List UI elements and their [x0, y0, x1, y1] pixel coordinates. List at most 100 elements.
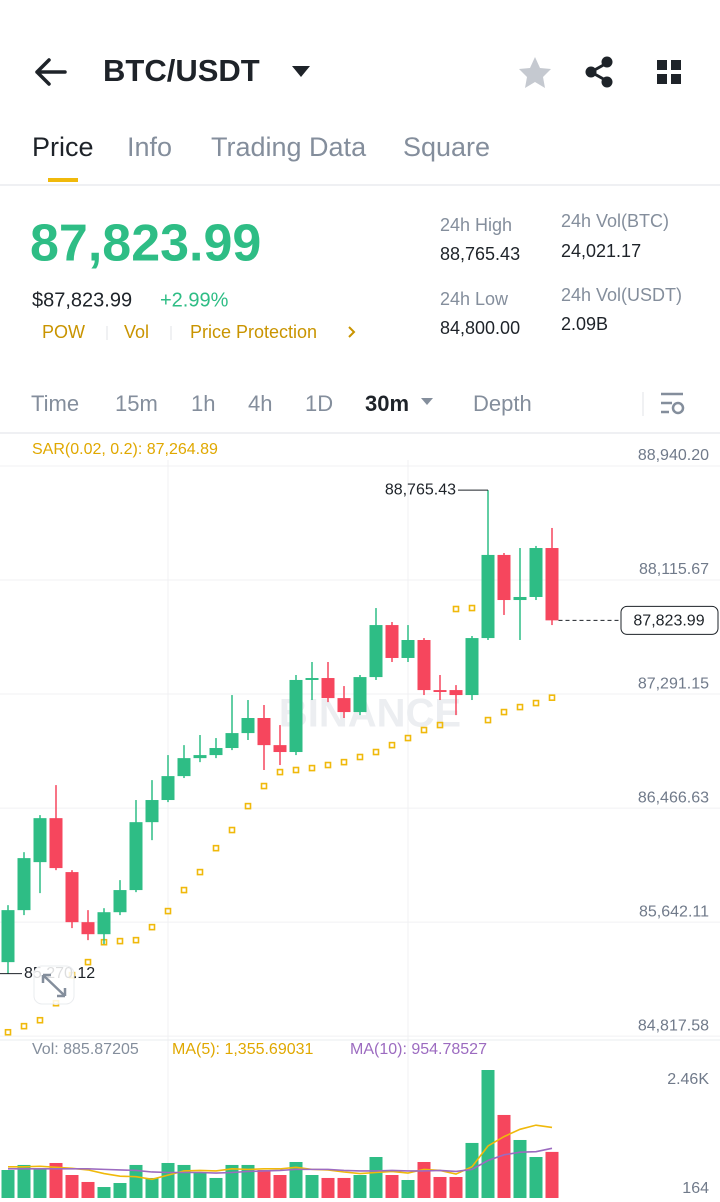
tab[interactable]: Trading Data — [211, 132, 367, 162]
candle-body — [273, 745, 287, 753]
interval[interactable]: 1h — [191, 391, 215, 416]
volume-bar — [369, 1156, 383, 1198]
interval[interactable]: 15m — [115, 391, 158, 416]
sar-dot — [548, 694, 556, 701]
favorite-icon[interactable] — [519, 57, 551, 88]
candle-body — [65, 872, 79, 923]
stat-value: 88,765.43 — [440, 244, 520, 264]
icon-gear — [671, 401, 685, 415]
tab[interactable]: Info — [127, 132, 172, 162]
sar-dot — [4, 1028, 12, 1036]
sar-dot — [420, 726, 428, 734]
sar-dot — [324, 761, 332, 769]
stat-label: 24h High — [440, 215, 512, 235]
sar-dot — [244, 802, 252, 810]
candle-body — [417, 640, 431, 691]
volume-bar — [17, 1164, 31, 1198]
volume-bar — [289, 1161, 303, 1198]
y-tick-label: 88,115.67 — [639, 561, 709, 578]
sar-dot — [292, 766, 300, 774]
volume-bar — [145, 1177, 159, 1198]
volume-bar — [417, 1161, 431, 1198]
interval-active[interactable]: 30m — [365, 391, 409, 416]
sar-dot — [404, 734, 412, 742]
tag[interactable]: Vol — [124, 322, 149, 342]
candle-body — [17, 858, 31, 911]
high-label: 88,765.43 — [385, 481, 456, 498]
tab[interactable]: Price — [32, 132, 94, 162]
last-price: 87,823.99 — [30, 215, 261, 273]
expand-icon — [41, 973, 67, 998]
candle-body — [353, 677, 367, 713]
volume-bar — [33, 1167, 47, 1198]
volume-bar — [529, 1156, 543, 1198]
sar-dot — [196, 868, 204, 876]
last-price-label: 87,823.99 — [633, 613, 704, 630]
candle-body — [401, 640, 415, 658]
interval[interactable]: 4h — [248, 391, 272, 416]
share-icon[interactable] — [585, 56, 613, 88]
share-dot — [585, 66, 597, 78]
sar-dot — [452, 605, 460, 613]
sar-dot — [212, 844, 220, 852]
volume-bar — [81, 1181, 95, 1198]
stat-label: 24h Vol(BTC) — [561, 211, 669, 231]
volume-bar — [449, 1176, 463, 1198]
interval[interactable]: Depth — [473, 391, 532, 416]
candle-body — [449, 690, 463, 696]
sar-dot — [468, 604, 476, 612]
volume-bar — [193, 1171, 207, 1198]
menu-icon[interactable] — [657, 60, 681, 84]
back-button[interactable] — [35, 58, 67, 86]
volume-bar — [305, 1175, 319, 1198]
sar-dot — [484, 716, 492, 724]
stat-label: 24h Low — [440, 289, 509, 309]
candle-body — [369, 625, 383, 678]
sar-dot — [356, 753, 364, 761]
tab[interactable]: Square — [403, 132, 490, 162]
sar-dot — [148, 923, 156, 931]
volume-legend: MA(10): 954.78527 — [350, 1041, 487, 1058]
volume-bar — [161, 1162, 175, 1198]
fullscreen-button[interactable] — [33, 965, 75, 1005]
sar-dot — [116, 937, 124, 945]
volume-bar — [433, 1176, 447, 1198]
volume-bar — [273, 1175, 287, 1198]
chart-settings-icon[interactable] — [661, 392, 685, 415]
sar-dot — [532, 699, 540, 707]
chart-layer: 88,940.20 88,115.67 87,291.15 86,466.63 85,6… — [0, 447, 720, 1198]
candle-body — [193, 755, 207, 759]
pair-title[interactable]: BTC/USDT — [103, 53, 260, 88]
sar-dot — [84, 958, 92, 966]
candle-body — [49, 818, 63, 869]
interval[interactable]: 1D — [305, 391, 333, 416]
volume-bar — [129, 1164, 143, 1198]
back-icon — [35, 58, 67, 86]
volume-ma-line — [8, 1124, 553, 1181]
candle-body — [545, 548, 559, 621]
volume-bar — [209, 1177, 223, 1198]
volume-bar — [465, 1142, 479, 1198]
sar-dot — [372, 748, 380, 756]
y-tick-label: 87,291.15 — [638, 675, 709, 692]
candle-body — [433, 690, 447, 693]
pair-dropdown[interactable] — [292, 66, 310, 77]
indicator-label: SAR(0.02, 0.2): 87,264.89 — [32, 441, 218, 458]
candle-body — [241, 718, 255, 734]
tag[interactable]: POW — [42, 322, 85, 342]
tag[interactable]: Price Protection — [190, 322, 317, 342]
candle-body — [225, 733, 239, 749]
candle-body — [305, 678, 319, 680]
volume-bar — [257, 1170, 271, 1198]
stat-value: 2.09B — [561, 314, 608, 334]
sar-dot — [500, 708, 508, 716]
volume-bar — [545, 1151, 559, 1198]
interval[interactable]: Time — [31, 391, 79, 416]
sar-dot — [388, 741, 396, 749]
candle-body — [129, 822, 143, 891]
volume-tick-label: 164 — [682, 1180, 709, 1197]
sar-dot — [132, 936, 140, 944]
interval-dropdown[interactable] — [421, 398, 433, 405]
